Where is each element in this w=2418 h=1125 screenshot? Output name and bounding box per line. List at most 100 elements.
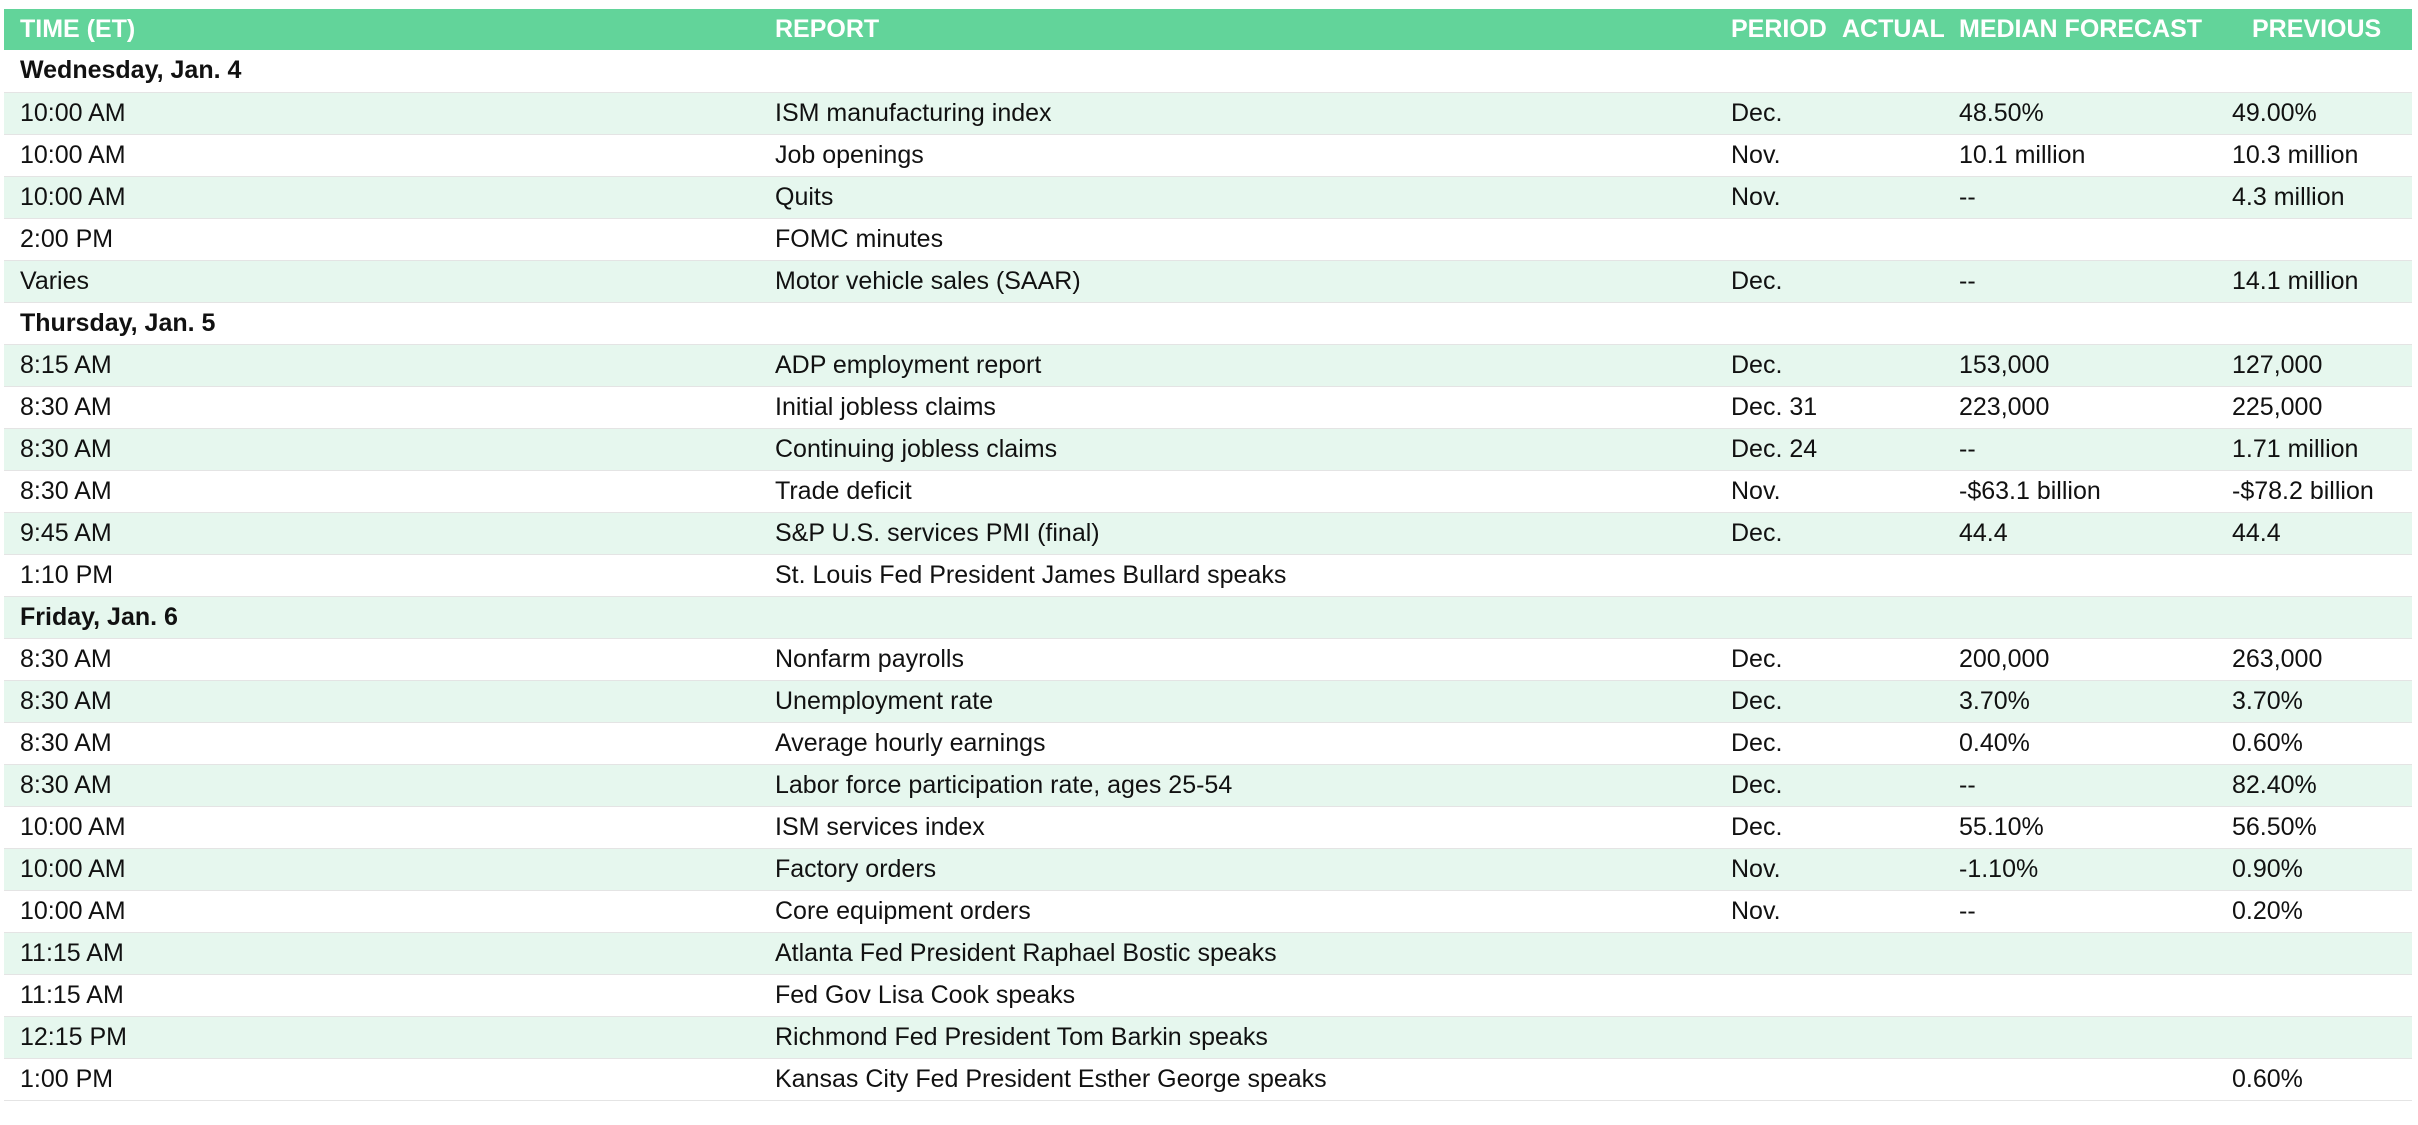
cell-period	[1717, 1016, 1836, 1059]
cell-previous: 44.4	[2226, 512, 2412, 555]
table-row: 8:30 AM Unemployment rate Dec. 3.70% 3.70%	[4, 680, 2412, 723]
cell-report: Quits	[759, 176, 1717, 219]
cell-previous: 56.50%	[2226, 806, 2412, 849]
cell-actual	[1836, 470, 1953, 513]
cell-report: Core equipment orders	[759, 890, 1717, 933]
cell-previous	[2226, 932, 2412, 975]
day-header-row: Friday, Jan. 6	[4, 596, 2412, 639]
cell-time: 8:15 AM	[4, 344, 759, 387]
day-header-row: Thursday, Jan. 5	[4, 302, 2412, 345]
cell-report: Richmond Fed President Tom Barkin speaks	[759, 1016, 1717, 1059]
table-row: 8:30 AM Trade deficit Nov. -$63.1 billion -$…	[4, 470, 2412, 513]
cell-time: 10:00 AM	[4, 92, 759, 135]
cell-report: Atlanta Fed President Raphael Bostic spe…	[759, 932, 1717, 975]
table-row: Varies Motor vehicle sales (SAAR) Dec. -- 14…	[4, 260, 2412, 303]
table-row: 1:10 PM St. Louis Fed President James Bul…	[4, 554, 2412, 597]
cell-report: FOMC minutes	[759, 218, 1717, 261]
cell-previous: 0.90%	[2226, 848, 2412, 891]
header-time: TIME (ET)	[20, 15, 136, 43]
cell-actual	[1836, 764, 1953, 807]
cell-median-forecast	[1953, 218, 2226, 261]
day-header-row: Wednesday, Jan. 4	[4, 50, 2412, 93]
cell-period: Nov.	[1717, 890, 1836, 933]
table-row: 8:30 AM Initial jobless claims Dec. 31 223,…	[4, 386, 2412, 429]
cell-actual	[1836, 428, 1953, 471]
cell-actual	[1836, 638, 1953, 681]
cell-actual	[1836, 260, 1953, 303]
table-row: 1:00 PM Kansas City Fed President Esther …	[4, 1058, 2412, 1101]
cell-median-forecast: 44.4	[1953, 512, 2226, 555]
table-row: 2:00 PM FOMC minutes	[4, 218, 2412, 261]
cell-actual	[1836, 554, 1953, 597]
cell-actual	[1836, 512, 1953, 555]
cell-period: Dec.	[1717, 806, 1836, 849]
cell-actual	[1836, 722, 1953, 765]
cell-actual	[1836, 92, 1953, 135]
cell-median-forecast: 55.10%	[1953, 806, 2226, 849]
cell-report: ADP employment report	[759, 344, 1717, 387]
cell-period: Nov.	[1717, 848, 1836, 891]
table-row: 10:00 AM Factory orders Nov. -1.10% 0.90%	[4, 848, 2412, 891]
cell-report: Trade deficit	[759, 470, 1717, 513]
table-row: 8:30 AM Labor force participation rate, a…	[4, 764, 2412, 807]
header-report: REPORT	[775, 15, 880, 43]
cell-actual	[1836, 680, 1953, 723]
cell-time: 8:30 AM	[4, 638, 759, 681]
cell-time: 11:15 AM	[4, 974, 759, 1017]
cell-median-forecast: 223,000	[1953, 386, 2226, 429]
cell-actual	[1836, 932, 1953, 975]
cell-actual	[1836, 974, 1953, 1017]
cell-previous: 1.71 million	[2226, 428, 2412, 471]
cell-time: 2:00 PM	[4, 218, 759, 261]
cell-report: ISM services index	[759, 806, 1717, 849]
cell-period: Dec.	[1717, 260, 1836, 303]
cell-report: Kansas City Fed President Esther George …	[759, 1058, 1717, 1101]
cell-period: Nov.	[1717, 134, 1836, 177]
cell-previous	[2226, 1016, 2412, 1059]
cell-report: Nonfarm payrolls	[759, 638, 1717, 681]
cell-report: ISM manufacturing index	[759, 92, 1717, 135]
economic-calendar-table: TIME (ET) REPORT PERIOD ACTUAL MEDIAN FO…	[4, 9, 2412, 1101]
cell-report: Unemployment rate	[759, 680, 1717, 723]
cell-median-forecast	[1953, 554, 2226, 597]
cell-median-forecast: 48.50%	[1953, 92, 2226, 135]
day-label: Wednesday, Jan. 4	[4, 50, 2412, 93]
cell-time: 10:00 AM	[4, 134, 759, 177]
cell-actual	[1836, 806, 1953, 849]
cell-time: 12:15 PM	[4, 1016, 759, 1059]
cell-time: 10:00 AM	[4, 890, 759, 933]
cell-previous: 127,000	[2226, 344, 2412, 387]
cell-previous: 225,000	[2226, 386, 2412, 429]
cell-report: Average hourly earnings	[759, 722, 1717, 765]
cell-actual	[1836, 386, 1953, 429]
cell-report: Factory orders	[759, 848, 1717, 891]
cell-actual	[1836, 1058, 1953, 1101]
table-row: 10:00 AM Job openings Nov. 10.1 million 10.3…	[4, 134, 2412, 177]
cell-period: Dec.	[1717, 680, 1836, 723]
cell-report: Fed Gov Lisa Cook speaks	[759, 974, 1717, 1017]
table-row: 11:15 AM Atlanta Fed President Raphael Bo…	[4, 932, 2412, 975]
cell-median-forecast: 0.40%	[1953, 722, 2226, 765]
cell-median-forecast: 153,000	[1953, 344, 2226, 387]
cell-period	[1717, 554, 1836, 597]
cell-report: Labor force participation rate, ages 25-…	[759, 764, 1717, 807]
header-period: PERIOD	[1731, 15, 1827, 43]
day-label: Thursday, Jan. 5	[4, 302, 2412, 345]
table-row: 12:15 PM Richmond Fed President Tom Barki…	[4, 1016, 2412, 1059]
cell-previous: 82.40%	[2226, 764, 2412, 807]
table-row: 8:30 AM Nonfarm payrolls Dec. 200,000 263,00…	[4, 638, 2412, 681]
table-row: 8:30 AM Continuing jobless claims Dec. 24 -…	[4, 428, 2412, 471]
cell-previous	[2226, 218, 2412, 261]
cell-previous: 0.60%	[2226, 1058, 2412, 1101]
cell-report: Job openings	[759, 134, 1717, 177]
cell-median-forecast: 200,000	[1953, 638, 2226, 681]
cell-period	[1717, 932, 1836, 975]
cell-period: Dec.	[1717, 722, 1836, 765]
cell-median-forecast	[1953, 1058, 2226, 1101]
cell-actual	[1836, 218, 1953, 261]
cell-time: 8:30 AM	[4, 470, 759, 513]
cell-time: 8:30 AM	[4, 386, 759, 429]
cell-median-forecast: --	[1953, 764, 2226, 807]
cell-period: Nov.	[1717, 470, 1836, 513]
cell-previous: 0.20%	[2226, 890, 2412, 933]
